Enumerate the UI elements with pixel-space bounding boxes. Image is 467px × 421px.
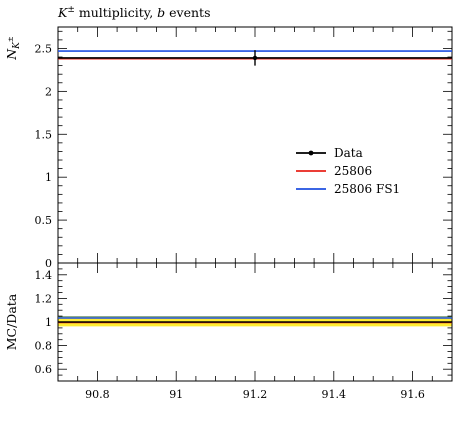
ratio-xtick-label: 91.4 xyxy=(322,388,347,401)
ratio-xtick-label: 91.6 xyxy=(400,388,425,401)
ratio-xtick-label: 90.8 xyxy=(85,388,110,401)
ratio-ytick-label: 1.2 xyxy=(35,292,53,305)
ratio-ytick-label: 1 xyxy=(45,316,52,329)
ratio-plot: 90.8 91 91.2 91.4 91.6 0.6 0.8 1 1.2 1.4 xyxy=(35,262,453,401)
legend-label: 25806 FS1 xyxy=(334,182,400,196)
legend-label: 25806 xyxy=(334,164,372,178)
main-ytick-label: 2 xyxy=(45,85,52,98)
main-ytick-label: 0.5 xyxy=(35,214,53,227)
legend: Data 25806 25806 FS1 xyxy=(296,146,400,196)
main-ylabel: NK± xyxy=(4,36,22,61)
ratio-xtick-label: 91 xyxy=(169,388,183,401)
main-ytick-label: 1 xyxy=(45,171,52,184)
main-plot: 0 0.5 1 1.5 2 2.5 xyxy=(35,26,453,270)
legend-label: Data xyxy=(334,146,363,160)
ratio-ylabel: MC/Data xyxy=(4,293,19,350)
ratio-ytick-label: 0.8 xyxy=(35,340,53,353)
ratio-ytick-label: 0.6 xyxy=(35,363,53,376)
ratio-xtick-label: 91.2 xyxy=(243,388,268,401)
chart-title: K± multiplicity, b events xyxy=(57,5,211,20)
main-ytick-label: 2.5 xyxy=(35,42,53,55)
legend-marker xyxy=(308,150,314,156)
ratio-ytick-label: 1.4 xyxy=(35,269,53,282)
data-point xyxy=(252,55,258,61)
main-ytick-label: 1.5 xyxy=(35,128,53,141)
main-ytick-label: 0 xyxy=(45,257,52,270)
